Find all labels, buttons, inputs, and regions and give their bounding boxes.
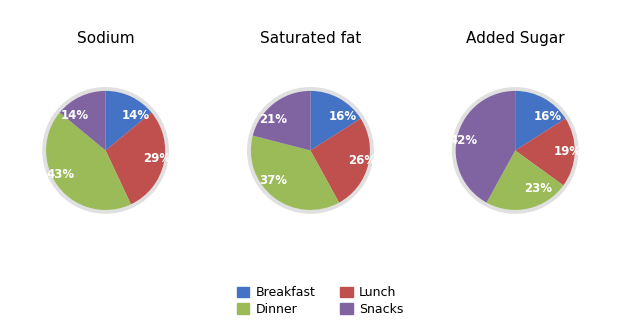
Wedge shape	[486, 150, 563, 210]
Title: Sodium: Sodium	[77, 31, 134, 46]
Circle shape	[452, 88, 578, 213]
Title: Saturated fat: Saturated fat	[260, 31, 361, 46]
Title: Added Sugar: Added Sugar	[466, 31, 564, 46]
Circle shape	[43, 88, 168, 213]
Wedge shape	[456, 91, 515, 203]
Wedge shape	[253, 91, 310, 150]
Text: 37%: 37%	[259, 175, 287, 187]
Text: 14%: 14%	[61, 109, 89, 122]
Text: 23%: 23%	[524, 182, 552, 195]
Circle shape	[248, 88, 373, 213]
Wedge shape	[106, 112, 165, 204]
Wedge shape	[310, 91, 361, 150]
Wedge shape	[515, 91, 566, 150]
Wedge shape	[106, 91, 152, 150]
Wedge shape	[515, 118, 575, 185]
Wedge shape	[60, 91, 106, 150]
Text: 43%: 43%	[47, 168, 75, 181]
Wedge shape	[251, 136, 339, 210]
Legend: Breakfast, Dinner, Lunch, Snacks: Breakfast, Dinner, Lunch, Snacks	[232, 281, 408, 321]
Text: 21%: 21%	[259, 113, 287, 126]
Text: 29%: 29%	[143, 152, 172, 165]
Text: 19%: 19%	[554, 145, 582, 158]
Text: 26%: 26%	[348, 154, 376, 166]
Text: 16%: 16%	[534, 110, 562, 123]
Wedge shape	[310, 118, 370, 203]
Text: 42%: 42%	[450, 134, 477, 147]
Text: 16%: 16%	[329, 110, 357, 123]
Text: 14%: 14%	[122, 109, 150, 122]
Wedge shape	[46, 112, 131, 210]
